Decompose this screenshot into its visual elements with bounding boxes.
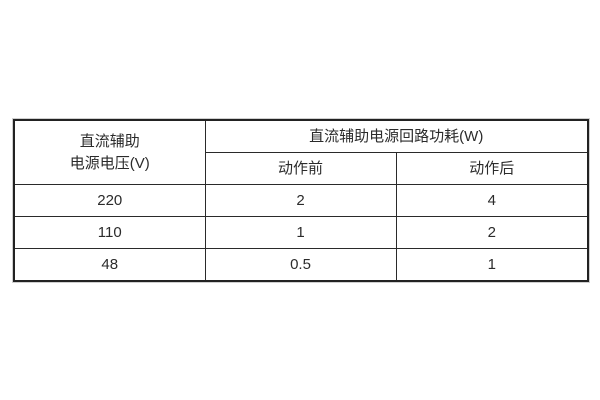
subheader-after-cell: 动作后 — [395, 152, 589, 185]
table-row: 220 2 4 — [13, 184, 589, 217]
header-row-2: 动作前 动作后 — [14, 152, 589, 185]
voltage-cell: 220 — [13, 184, 206, 217]
voltage-header-line2: 电源电压(V) — [69, 154, 150, 172]
after-value-cell: 1 — [395, 248, 589, 282]
before-value-cell: 1 — [204, 216, 397, 249]
before-value-cell: 0.5 — [204, 248, 397, 282]
power-header-cell: 直流辅助电源回路功耗(W) — [204, 119, 589, 153]
table-row: 110 1 2 — [13, 216, 589, 249]
voltage-header-line1: 直流辅助 — [79, 132, 140, 150]
power-consumption-table: 直流辅助 电源电压(V) 直流辅助电源回路功耗(W) 动作前 动作后 220 2… — [13, 119, 589, 282]
before-value-cell: 2 — [204, 184, 397, 217]
header-row-1: 直流辅助 电源电压(V) 直流辅助电源回路功耗(W) — [13, 119, 589, 185]
table-row: 48 0.5 1 — [13, 248, 589, 282]
after-value-cell: 2 — [395, 216, 589, 249]
after-value-cell: 4 — [395, 184, 589, 217]
power-consumption-table-wrap: 直流辅助 电源电压(V) 直流辅助电源回路功耗(W) 动作前 动作后 220 2… — [13, 119, 589, 282]
voltage-header-cell: 直流辅助 电源电压(V) — [13, 119, 206, 185]
voltage-cell: 110 — [13, 216, 206, 249]
voltage-cell: 48 — [13, 248, 206, 282]
subheader-before-cell: 动作前 — [204, 152, 397, 185]
